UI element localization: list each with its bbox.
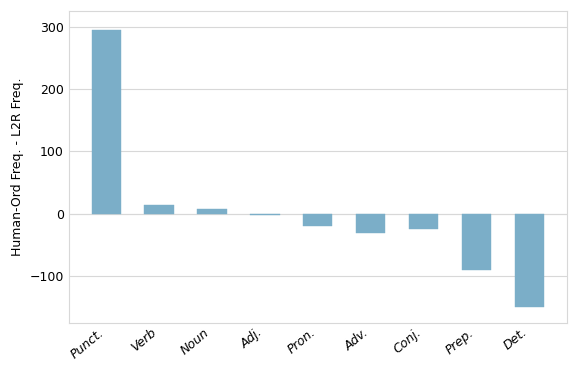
Bar bbox=[515, 214, 544, 308]
Bar bbox=[303, 214, 332, 227]
Bar bbox=[409, 214, 438, 230]
Bar bbox=[144, 205, 173, 214]
Bar bbox=[91, 30, 121, 214]
Y-axis label: Human-Ord Freq. - L2R Freq.: Human-Ord Freq. - L2R Freq. bbox=[11, 78, 24, 256]
Bar bbox=[356, 214, 386, 232]
Bar bbox=[462, 214, 491, 270]
Bar bbox=[198, 209, 227, 214]
Bar bbox=[250, 214, 280, 215]
